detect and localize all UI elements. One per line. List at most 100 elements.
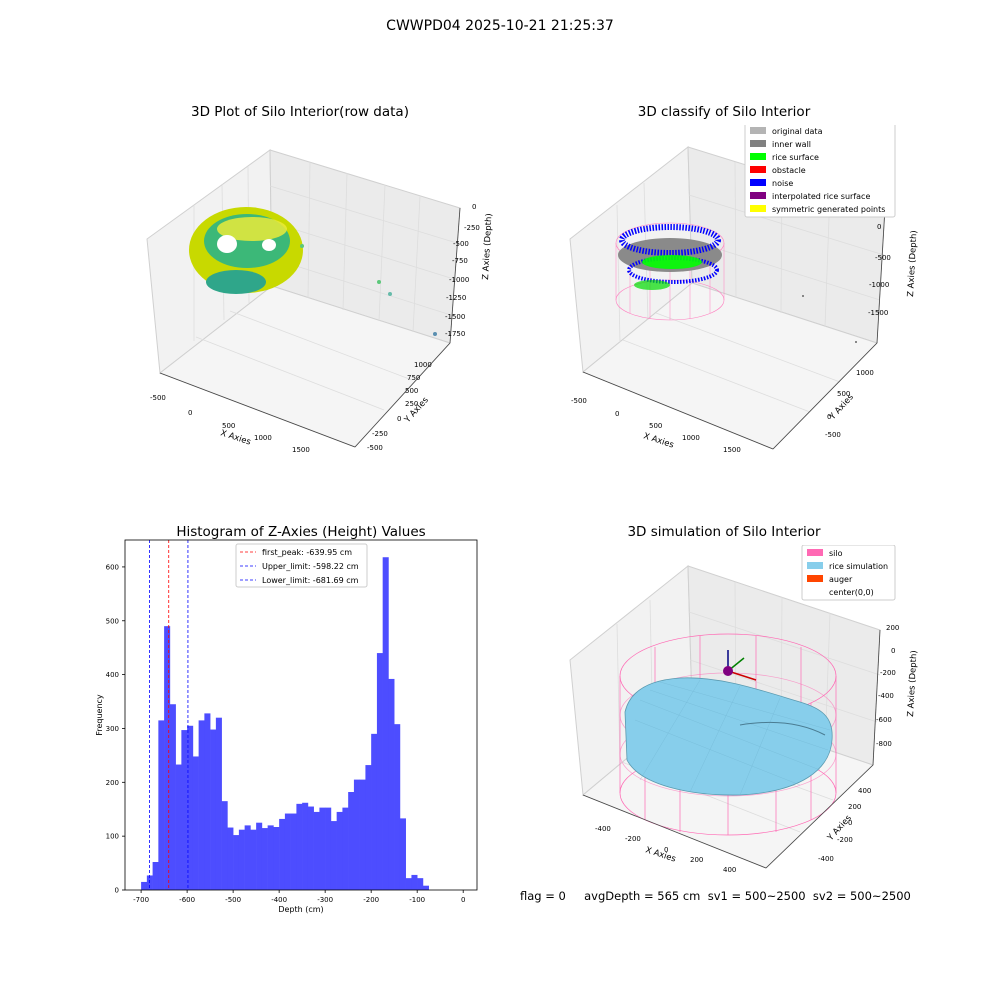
x-tick-label: 0 <box>461 896 465 904</box>
histogram-bar <box>187 725 194 890</box>
legend-swatch <box>807 588 823 595</box>
tick-label: -1000 <box>869 281 889 289</box>
histogram-bar <box>365 765 372 890</box>
tick-label: 200 <box>690 856 703 864</box>
histogram-bar <box>411 874 418 890</box>
histogram-title: Histogram of Z-Axies (Height) Values <box>176 524 426 540</box>
panel-title-simulation: 3D simulation of Silo Interior <box>627 524 821 540</box>
histogram-bar <box>371 733 378 890</box>
histogram-legend: first_peak: -639.95 cm Upper_limit: -598.… <box>235 543 368 588</box>
legend-label: first_peak: -639.95 cm <box>262 548 352 557</box>
histogram-bar <box>382 557 389 890</box>
legend-label: rice surface <box>772 153 819 162</box>
histogram-bar <box>290 813 297 890</box>
histogram-bar <box>325 807 332 890</box>
histogram-bar <box>388 678 395 890</box>
y-tick-label: 300 <box>106 725 119 733</box>
histogram-bar <box>227 827 234 890</box>
tick-label: -500 <box>825 431 841 439</box>
histogram-bar <box>359 779 366 890</box>
histogram-bar <box>152 862 159 890</box>
legend-label: silo <box>829 549 843 558</box>
z-axis-label: Z Axies (Depth) <box>481 213 494 280</box>
tick-label: 500 <box>405 387 418 395</box>
histogram-bar <box>313 811 320 890</box>
histogram-bar <box>221 801 228 890</box>
histogram-bar <box>233 835 240 890</box>
raw-3d-plot: -500 0 500 1000 1500 -500 -250 0 250 500… <box>146 149 494 454</box>
y-tick-label: 600 <box>106 563 119 571</box>
x-tick-label: -100 <box>409 896 425 904</box>
histogram-bar <box>181 730 188 890</box>
center-marker <box>723 666 733 676</box>
histogram-bar <box>175 764 182 890</box>
tick-label: -200 <box>837 836 853 844</box>
tick-label: 0 <box>877 223 881 231</box>
tick-label: -600 <box>876 716 892 724</box>
tick-label: -200 <box>625 835 641 843</box>
status-footer: flag = 0 avgDepth = 565 cm sv1 = 500~250… <box>520 889 911 903</box>
tick-label: 1500 <box>723 446 741 454</box>
legend-swatch <box>750 127 766 134</box>
histogram-bar <box>273 827 280 890</box>
tick-label: 0 <box>615 410 619 418</box>
tick-label: -1500 <box>445 313 465 321</box>
histogram-bar <box>164 626 171 890</box>
x-axis-label: X Axies <box>642 431 675 450</box>
histogram-bar <box>417 878 424 890</box>
classify-3d-plot: -500 0 500 1000 1500 -500 0 500 1000 0 -… <box>569 125 919 454</box>
histogram-bar <box>342 807 349 890</box>
tick-label: -500 <box>367 444 383 452</box>
legend-swatch <box>750 153 766 160</box>
tick-label: 400 <box>858 787 871 795</box>
plot-frame <box>124 539 478 891</box>
histogram-bar <box>422 885 429 890</box>
legend-label: rice simulation <box>829 562 888 571</box>
z-axis-label: Z Axies (Depth) <box>906 230 919 297</box>
tick-label: 750 <box>407 374 420 382</box>
legend-label: symmetric generated points <box>772 205 885 214</box>
y-tick-label: 200 <box>106 779 119 787</box>
histogram-bar <box>198 720 205 890</box>
tick-label: 500 <box>837 390 850 398</box>
x-tick-label: -700 <box>133 896 149 904</box>
tick-label: 0 <box>891 647 895 655</box>
histogram-bar <box>244 825 251 890</box>
histogram-bar <box>302 802 309 890</box>
histogram-bar <box>376 653 383 890</box>
legend-label: Upper_limit: -598.22 cm <box>262 562 359 571</box>
tick-label: 500 <box>222 422 235 430</box>
histogram-chart: -700 -600 -500 -400 -300 -200 -100 0 0 100 200 300 4… <box>95 539 478 914</box>
tick-label: 0 <box>664 846 668 854</box>
histogram-bar <box>353 779 360 890</box>
histogram-bar <box>330 821 337 890</box>
tick-label: -500 <box>571 397 587 405</box>
tick-label: 0 <box>827 413 831 421</box>
tick-label: 200 <box>848 803 861 811</box>
tick-label: 0 <box>188 409 192 417</box>
tick-label: -500 <box>150 394 166 402</box>
legend-label: interpolated rice surface <box>772 192 870 201</box>
legend-swatch <box>807 562 823 569</box>
legend-swatch <box>750 140 766 147</box>
legend-label: inner wall <box>772 140 811 149</box>
histogram-bar <box>158 720 165 890</box>
legend-label: center(0,0) <box>829 588 874 597</box>
tick-label: -1250 <box>446 294 466 302</box>
tick-label: -250 <box>464 224 480 232</box>
z-axis-label: Z Axies (Depth) <box>906 650 919 717</box>
x-tick-label: -600 <box>179 896 195 904</box>
legend-swatch <box>750 192 766 199</box>
histogram-bar <box>215 717 222 890</box>
tick-label: -1500 <box>868 309 888 317</box>
tick-label: -200 <box>880 669 896 677</box>
x-axis-label: X Axies <box>219 428 252 447</box>
y-tick-label: 100 <box>106 833 119 841</box>
histogram-bar <box>238 829 245 890</box>
histogram-bar <box>405 878 412 890</box>
legend-swatch <box>750 179 766 186</box>
simulation-legend: silo rice simulation auger center(0,0) <box>801 545 896 601</box>
legend-label: original data <box>772 127 823 136</box>
tick-label: -250 <box>372 430 388 438</box>
histogram-bar <box>250 829 257 890</box>
